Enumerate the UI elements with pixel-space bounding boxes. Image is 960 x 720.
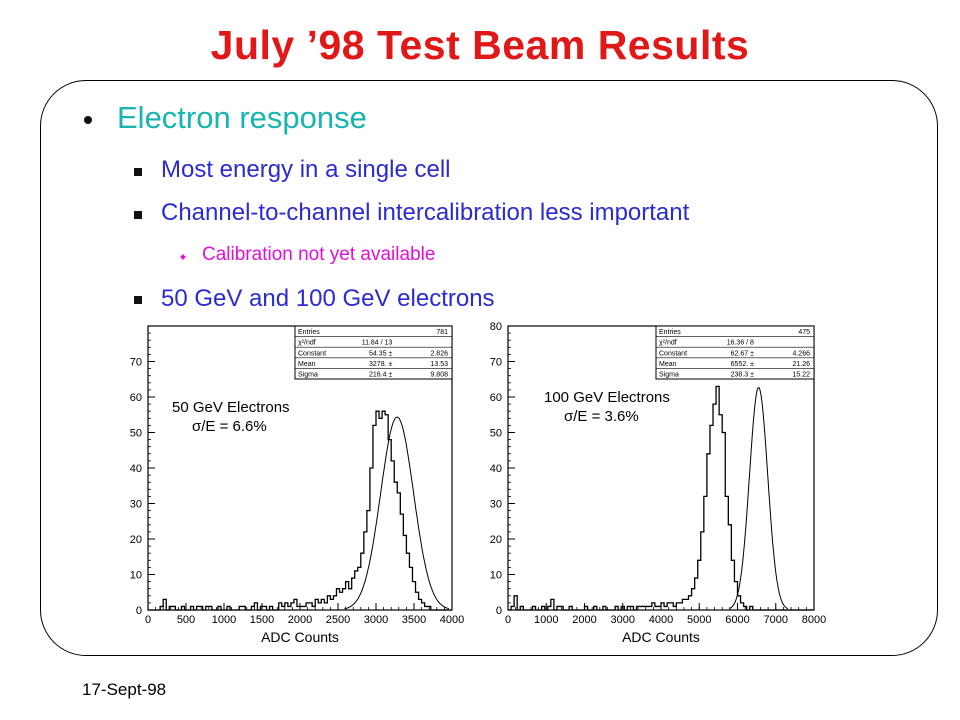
stats-label: χ²/ndf [659,340,677,347]
stats-label: χ²/ndf [298,340,316,347]
y-tick-label: 60 [130,392,142,404]
x-tick-label: 2000 [288,614,312,626]
x-tick-label: 7000 [764,614,788,626]
x-tick-label: 500 [177,614,195,626]
x-tick-label: 3000 [611,614,635,626]
x-tick-label: 1000 [534,614,558,626]
stats-value: 11.84 / 13 [362,340,393,347]
y-tick-label: 0 [496,605,502,617]
x-tick-label: 3500 [402,614,426,626]
x-tick-label: 0 [505,614,511,626]
plot-annotation-title: 100 GeV Electrons [544,389,670,406]
y-tick-label: 20 [130,534,142,546]
stats-label: Entries [298,329,320,336]
x-tick-label: 3000 [364,614,388,626]
stats-value: 54.35 ± [369,350,392,357]
x-tick-label: 1000 [212,614,236,626]
y-tick-label: 60 [490,392,502,404]
histogram-series [148,410,452,611]
x-tick-label: 4000 [649,614,673,626]
gaussian-fit-curve [729,386,789,610]
stats-label: Mean [298,361,316,368]
gaussian-fit-curve [344,416,450,610]
y-tick-label: 50 [490,428,502,440]
stats-error: 21.26 [792,361,810,368]
y-tick-label: 10 [130,570,142,582]
stats-value: 6552. ± [731,361,754,368]
stats-value: 216.4 ± [369,372,392,379]
stats-label: Sigma [659,372,679,379]
stats-error: 781 [436,329,448,336]
stats-error: 9.808 [430,372,448,379]
stats-box [294,325,453,380]
y-tick-label: 10 [490,570,502,582]
slide-title: July ’98 Test Beam Results [210,22,750,68]
stats-error: 15.22 [792,372,810,379]
x-tick-label: 0 [145,614,151,626]
x-tick-label: 2500 [326,614,350,626]
histogram-series [508,385,814,611]
stats-label: Sigma [298,372,318,379]
stats-error: 475 [798,329,810,336]
stats-label: Constant [659,350,687,357]
stats-value: 62.67 ± [731,350,754,357]
bullet-marker-level1 [84,116,92,124]
bullet-electrons: 50 GeV and 100 GeV electrons [161,285,495,312]
stats-value: 238.3 ± [731,372,754,379]
bullet-most-energy: Most energy in a single cell [161,156,451,183]
stats-value: 3278. ± [369,361,392,368]
stats-error: 13.53 [430,361,448,368]
content-frame [40,80,938,656]
y-tick-label: 70 [130,357,142,369]
bullet-marker-level2 [134,296,142,304]
stats-label: Entries [659,329,681,336]
x-tick-label: 4000 [440,614,464,626]
bullet-marker-level2 [134,211,142,219]
x-tick-label: 2000 [572,614,596,626]
y-tick-label: 20 [490,534,502,546]
bullet-marker-level2 [134,168,142,176]
y-tick-label: 30 [490,499,502,511]
stats-box [655,325,815,380]
x-tick-label: 8000 [802,614,826,626]
y-tick-label: 70 [490,357,502,369]
y-tick-label: 30 [130,499,142,511]
x-tick-label: 5000 [687,614,711,626]
y-tick-label: 40 [130,463,142,475]
bullet-intercalibration: Channel-to-channel intercalibration less… [161,199,690,226]
plot-annotation-title: 50 GeV Electrons [172,399,290,416]
stats-label: Constant [298,350,326,357]
footer-date: 17-Sept-98 [82,680,167,699]
plot-annotation-resolution: σ/E = 3.6% [564,408,639,425]
x-tick-label: 1500 [250,614,274,626]
bullet-electron-response: Electron response [117,100,367,135]
stats-value: 16.36 / 8 [727,340,754,347]
histogram-100gev: 0 10 20 30 40 50 60 70 80 0 1000 2000 3000 4000 5000 60… [490,321,826,645]
bullet-calibration: Calibration not yet available [202,244,436,265]
y-tick-label: 40 [490,463,502,475]
y-tick-label: 0 [136,605,142,617]
y-tick-label: 80 [490,321,502,333]
y-tick-label: 50 [130,428,142,440]
stats-error: 4.266 [792,350,810,357]
stats-error: 2.826 [430,350,448,357]
x-axis-label: ADC Counts [261,629,339,645]
plot-annotation-resolution: σ/E = 6.6% [192,418,267,435]
stats-label: Mean [659,361,677,368]
histogram-50gev: 0 10 20 30 40 50 60 70 0 500 1000 1500 2000 2500 3000 3… [130,325,464,645]
x-tick-label: 6000 [725,614,749,626]
x-axis-label: ADC Counts [622,629,700,645]
